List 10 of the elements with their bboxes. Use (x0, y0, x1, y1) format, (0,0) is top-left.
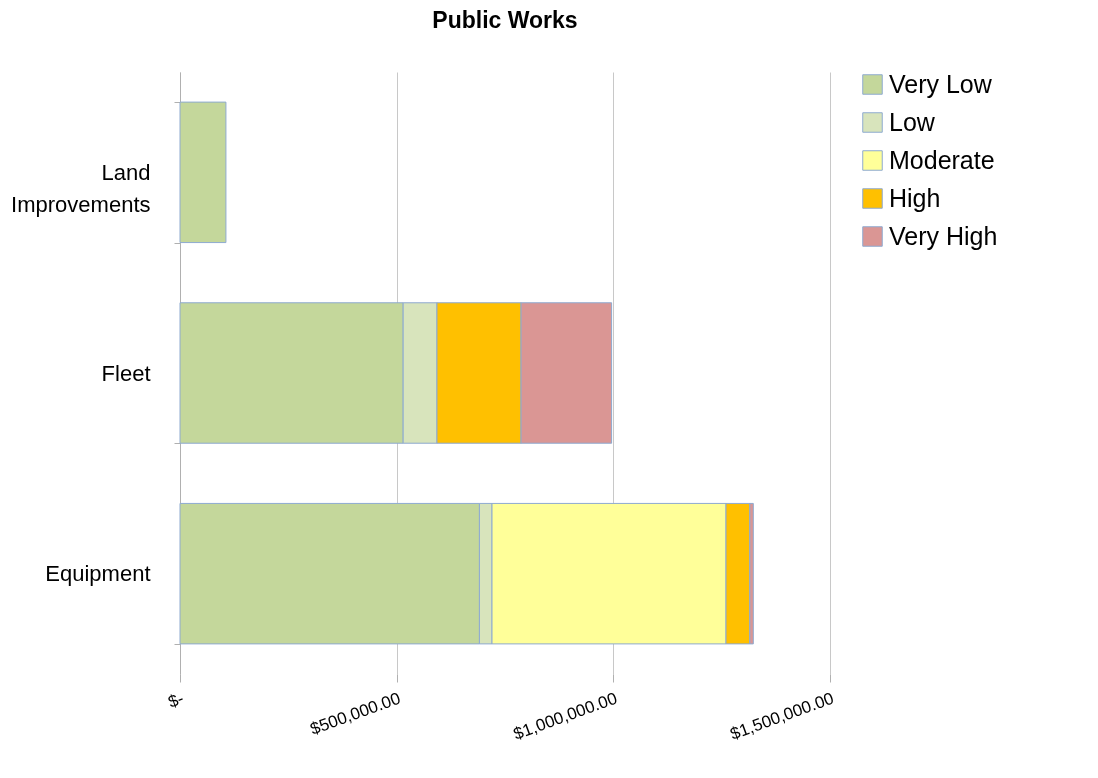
legend-label: Moderate (889, 145, 995, 174)
y-tick-label: Land Improvements (11, 159, 151, 217)
x-tick-label: $- (165, 688, 187, 712)
legend-label: High (889, 183, 941, 212)
y-tick-label: Fleet (101, 360, 151, 386)
chart-title: Public Works (432, 7, 578, 33)
y-tick-label: Equipment (45, 561, 151, 587)
legend-label: Very High (889, 221, 998, 250)
legend-label: Very Low (889, 69, 993, 98)
legend-label: Low (889, 107, 936, 136)
